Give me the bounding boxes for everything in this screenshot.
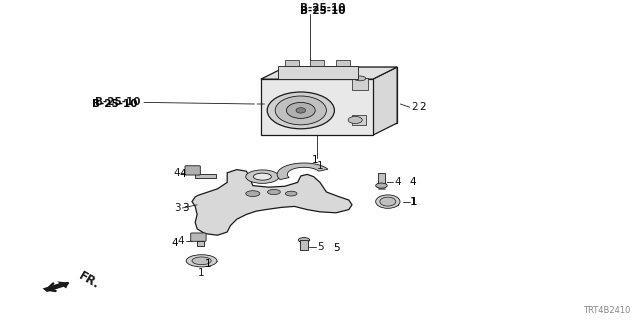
- Ellipse shape: [376, 195, 400, 208]
- Text: 2: 2: [412, 102, 418, 112]
- Ellipse shape: [355, 76, 366, 81]
- Text: 1: 1: [411, 196, 417, 207]
- Ellipse shape: [285, 191, 297, 196]
- Ellipse shape: [253, 173, 271, 180]
- Ellipse shape: [380, 197, 396, 206]
- Text: 3: 3: [182, 203, 189, 213]
- Ellipse shape: [267, 92, 334, 129]
- Text: 4: 4: [394, 177, 401, 188]
- Ellipse shape: [296, 108, 306, 113]
- Ellipse shape: [186, 255, 217, 267]
- Text: B-25-10: B-25-10: [300, 4, 346, 13]
- Bar: [195, 174, 216, 178]
- Polygon shape: [372, 67, 397, 135]
- Bar: [336, 60, 350, 66]
- Text: 2: 2: [419, 102, 426, 112]
- Text: 4: 4: [410, 177, 416, 188]
- Text: B-25-10: B-25-10: [300, 6, 346, 16]
- Bar: [378, 173, 385, 186]
- Bar: [310, 60, 324, 66]
- FancyArrowPatch shape: [47, 283, 68, 291]
- Text: 1: 1: [205, 259, 211, 269]
- Ellipse shape: [246, 170, 279, 183]
- Text: 1: 1: [198, 268, 205, 278]
- Bar: [300, 240, 308, 250]
- Text: 4: 4: [178, 236, 184, 246]
- FancyBboxPatch shape: [191, 233, 206, 241]
- Ellipse shape: [192, 257, 211, 265]
- Polygon shape: [192, 170, 352, 235]
- Bar: [261, 79, 372, 135]
- Polygon shape: [277, 163, 328, 180]
- Bar: [278, 66, 358, 79]
- Bar: [352, 78, 368, 90]
- Text: 4: 4: [172, 238, 178, 248]
- Ellipse shape: [376, 183, 387, 188]
- Text: TRT4B2410: TRT4B2410: [583, 306, 630, 315]
- Text: 3: 3: [175, 203, 181, 213]
- Text: B-25-10: B-25-10: [92, 99, 138, 109]
- Text: 1: 1: [410, 196, 416, 207]
- Text: 4: 4: [179, 169, 186, 180]
- Ellipse shape: [246, 191, 260, 196]
- Ellipse shape: [348, 116, 362, 124]
- Polygon shape: [261, 67, 397, 79]
- Ellipse shape: [298, 237, 310, 243]
- Text: 5: 5: [317, 242, 323, 252]
- Text: FR.: FR.: [77, 269, 102, 292]
- Text: 4: 4: [173, 168, 180, 179]
- Text: 1: 1: [317, 161, 323, 171]
- FancyArrow shape: [43, 281, 69, 292]
- Text: 1: 1: [312, 155, 318, 165]
- Ellipse shape: [275, 96, 326, 125]
- Bar: [285, 60, 299, 66]
- Bar: [352, 115, 366, 125]
- Text: B-25-10: B-25-10: [95, 97, 141, 108]
- Bar: [285, 67, 397, 123]
- Bar: [197, 241, 204, 246]
- Ellipse shape: [268, 189, 280, 195]
- Text: 5: 5: [333, 243, 339, 253]
- FancyBboxPatch shape: [185, 166, 200, 175]
- Ellipse shape: [287, 102, 315, 118]
